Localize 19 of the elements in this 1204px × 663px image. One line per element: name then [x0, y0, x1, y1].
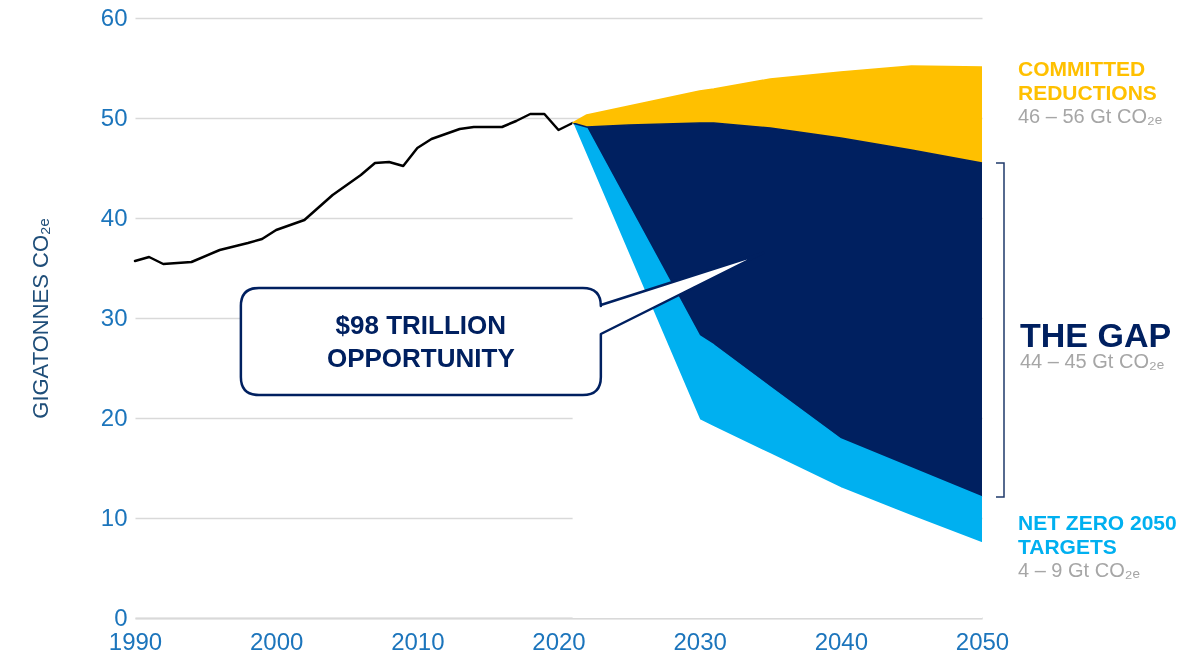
x-tick-label: 2010: [391, 627, 445, 655]
y-tick-label: 60: [100, 3, 128, 31]
y-tick-label: 20: [100, 403, 128, 431]
text: 46 – 56 Gt CO₂ₑ: [1018, 105, 1163, 127]
text: 4 – 9 Gt CO₂ₑ: [1018, 559, 1140, 581]
x-tick-label: 2020: [532, 627, 586, 655]
y-tick-label: 40: [100, 203, 128, 231]
series-label: NET ZERO 2050 TARGETS: [1018, 511, 1177, 558]
y-axis-title: GIGATONNES CO₂ₑ: [27, 218, 53, 419]
x-tick-label: 2000: [249, 627, 304, 655]
annotation: $98 TRILLION OPPORTUNITY: [325, 309, 516, 375]
x-tick-label: 2040: [814, 627, 869, 655]
series-label: COMMITTED REDUCTIONS: [1018, 57, 1157, 104]
x-tick-label: 2050: [955, 627, 1010, 655]
line-series: [133, 112, 574, 266]
y-tick-label: 50: [100, 103, 128, 131]
y-tick-label: 30: [100, 303, 128, 331]
y-tick-label: 10: [100, 503, 128, 531]
x-tick-label: 2030: [673, 627, 727, 655]
